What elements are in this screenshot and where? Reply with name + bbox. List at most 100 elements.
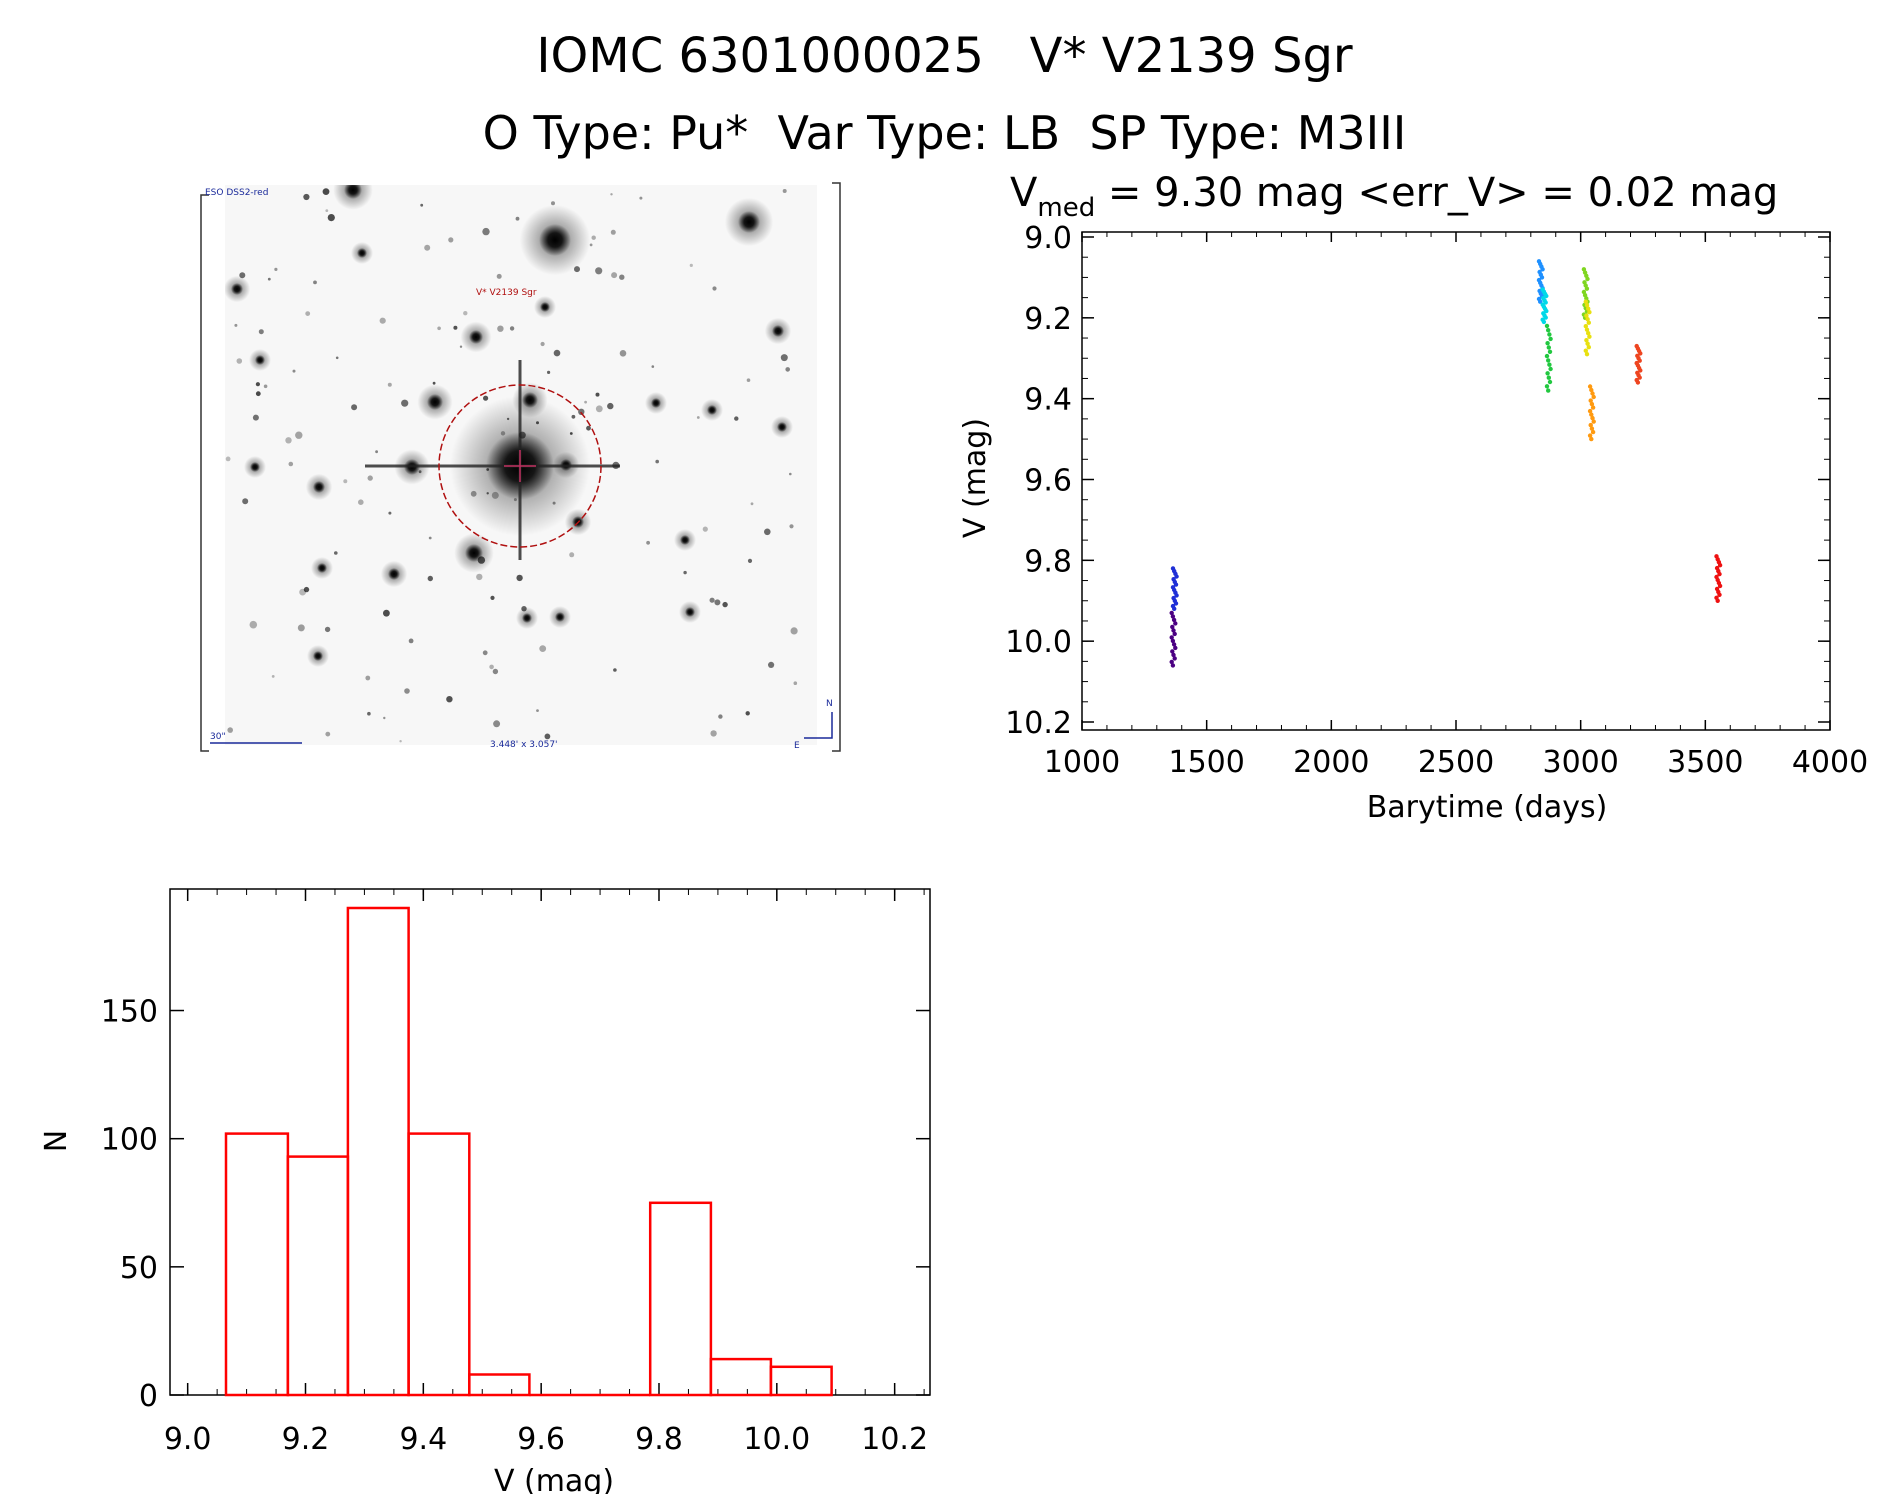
lightcurve-point — [1584, 327, 1590, 332]
target-circle — [438, 384, 602, 548]
faint-star — [424, 244, 431, 251]
field-star-core — [539, 224, 571, 256]
faint-star — [490, 595, 495, 601]
lightcurve-point — [1591, 419, 1596, 424]
faint-star — [477, 556, 486, 564]
faint-star — [586, 425, 591, 431]
object-types: O Type: Pu* Var Type: LB SP Type: M3III — [482, 106, 1407, 160]
lightcurve-point — [1546, 375, 1552, 380]
faint-star — [334, 551, 338, 555]
compass-east: E — [794, 741, 800, 751]
faint-star — [399, 740, 402, 743]
faint-star — [365, 675, 371, 681]
lightcurve-point — [1584, 303, 1590, 308]
faint-star — [710, 730, 717, 737]
lightcurve-point — [1587, 310, 1592, 315]
lightcurve-point — [1717, 592, 1722, 597]
faint-star — [252, 414, 259, 421]
faint-star — [789, 472, 792, 476]
faint-star — [790, 627, 798, 635]
faint-star — [453, 325, 458, 330]
lightcurve-point — [1547, 349, 1553, 354]
lightcurve-point — [1171, 652, 1176, 658]
faint-star — [305, 311, 311, 316]
faint-star — [750, 502, 754, 506]
histogram-bars — [224, 906, 833, 1397]
faint-star — [322, 188, 330, 196]
faint-star — [619, 274, 625, 280]
faint-star — [651, 365, 655, 368]
histogram-ytick-label: 100 — [101, 1123, 158, 1158]
lightcurve-title-prefix: V — [1010, 170, 1038, 216]
field-star-core — [707, 405, 717, 415]
lightcurve-xtick-label: 3000 — [1542, 745, 1618, 780]
lightcurve-point — [1638, 351, 1643, 356]
lightcurve-xtick-label: 1500 — [1168, 745, 1244, 780]
field-star-core — [540, 302, 550, 312]
object-label: V* V2139 Sgr — [476, 288, 537, 298]
histogram-xtick-label: 9.8 — [635, 1422, 683, 1457]
lightcurve-point — [1169, 635, 1174, 640]
faint-star — [313, 280, 317, 285]
lightcurve-point — [1589, 426, 1595, 431]
faint-star — [327, 214, 335, 222]
faint-star — [515, 216, 520, 221]
faint-star — [263, 384, 268, 389]
lightcurve-point — [1590, 391, 1595, 396]
lightcurve-xtick-label: 2000 — [1293, 745, 1369, 780]
faint-star — [785, 367, 790, 372]
faint-star — [747, 558, 753, 564]
lightcurve-point — [1170, 638, 1176, 644]
survey-label: ESO DSS2-red — [205, 188, 268, 198]
faint-star — [607, 402, 614, 410]
faint-star — [388, 511, 392, 515]
faint-star — [367, 711, 371, 716]
lightcurve-point — [1546, 345, 1552, 350]
lightcurve-point — [1586, 320, 1592, 325]
faint-star — [610, 193, 613, 196]
field-star-core — [555, 612, 565, 622]
faint-star — [358, 499, 364, 506]
field-star-core — [777, 422, 787, 432]
lightcurve-point — [1583, 324, 1589, 329]
field-star-core — [465, 544, 483, 562]
histogram-xtick-label: 9.0 — [164, 1422, 212, 1457]
faint-star — [589, 243, 593, 247]
histogram-xtick-label: 9.4 — [399, 1422, 447, 1457]
faint-star — [255, 382, 260, 387]
faint-star — [383, 716, 386, 720]
lightcurve-point — [1170, 624, 1175, 630]
faint-star — [712, 286, 717, 291]
lightcurve-xtick-label: 4000 — [1792, 745, 1868, 780]
faint-star — [459, 345, 463, 348]
histogram-bar — [468, 1373, 531, 1397]
faint-star — [516, 574, 523, 582]
field-star-core — [469, 330, 483, 344]
lightcurve-chart: 1000 1500 2000 2500 3000 3500 4000 9.0 9.2 9.4 9.6… — [958, 221, 1868, 825]
faint-star — [595, 392, 600, 397]
lightcurve-point — [1174, 574, 1179, 579]
faint-star — [639, 196, 643, 200]
lightcurve-point — [1544, 384, 1550, 389]
faint-star — [553, 349, 561, 357]
field-star-core — [255, 355, 265, 365]
lightcurve-point — [1586, 331, 1591, 336]
faint-star — [242, 498, 249, 505]
lightcurve-ytick-label: 9.2 — [1024, 302, 1072, 337]
histogram-bar — [407, 1132, 471, 1397]
faint-star — [702, 526, 708, 532]
histogram-frame — [169, 888, 931, 1396]
histogram-bar — [648, 1201, 713, 1397]
target-star — [365, 360, 620, 560]
lightcurve-point — [1548, 336, 1553, 342]
histogram-bar — [346, 906, 410, 1397]
field-star-core — [231, 283, 243, 295]
faint-star — [536, 709, 539, 712]
lightcurve-point — [1585, 317, 1590, 322]
faint-star — [496, 273, 502, 279]
lightcurve-point — [1715, 598, 1720, 603]
faint-star — [482, 650, 488, 656]
faint-star — [448, 237, 454, 243]
lightcurve-ytick-label: 10.2 — [1005, 706, 1072, 741]
